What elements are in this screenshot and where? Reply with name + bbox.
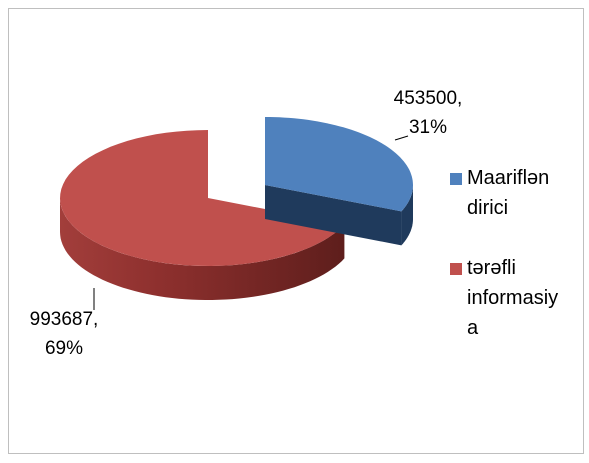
legend-label: Maarifləndirici [467, 167, 550, 219]
legend-swatch [450, 173, 462, 185]
slice [60, 130, 345, 266]
slice-side [265, 185, 402, 246]
data-label: 453500, 31% [393, 88, 463, 138]
data-label: 993687, 69% [29, 309, 99, 359]
chart-frame [8, 8, 584, 454]
slice [265, 117, 413, 212]
slice-side [401, 185, 413, 246]
legend-swatch [450, 263, 462, 275]
slice-side [60, 198, 345, 300]
legend-label: tərəfli informasiya [467, 257, 559, 339]
leader-line [394, 135, 409, 141]
